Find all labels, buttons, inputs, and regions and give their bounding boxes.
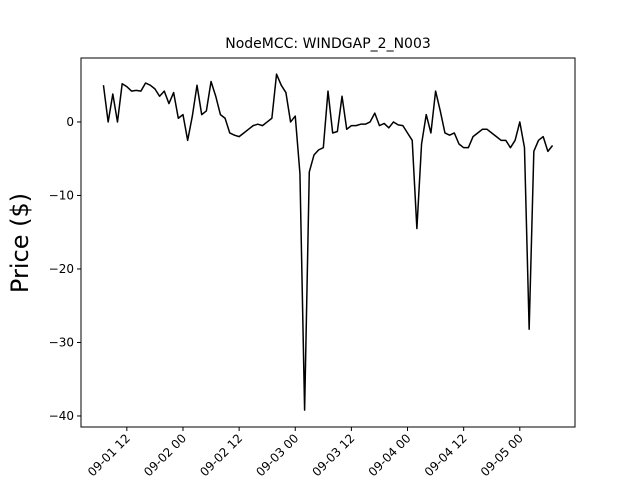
plot-frame [80,57,576,428]
y-tick-label: 0 [66,115,74,129]
y-tick-label: −40 [49,409,74,423]
x-tick-label: 09-01 12 [85,431,133,479]
x-tick-label: 09-03 00 [253,431,301,479]
y-tick-label: −30 [49,335,74,349]
price-line [102,73,554,411]
y-tick-label: −10 [49,188,74,202]
chart-title: NodeMCC: WINDGAP_2_N003 [225,36,431,52]
x-tick-label: 09-02 00 [141,431,189,479]
x-tick-label: 09-04 00 [366,431,414,479]
x-tick-label: 09-02 12 [197,431,245,479]
x-tick-label: 09-03 12 [309,431,357,479]
y-axis-label: Price ($) [6,193,34,293]
x-tick-label: 09-05 00 [478,431,526,479]
y-tick-label: −20 [49,262,74,276]
x-tick-label: 09-04 12 [422,431,470,479]
